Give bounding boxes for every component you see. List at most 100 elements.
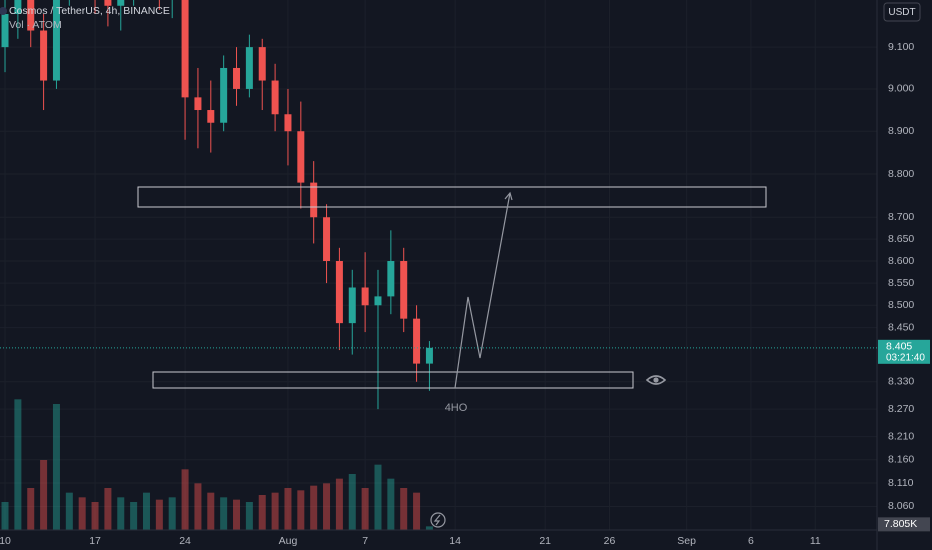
volume-bar	[374, 464, 382, 530]
lightning-icon[interactable]	[430, 512, 446, 528]
volume-bar	[323, 483, 331, 530]
y-tick-label: 9.100	[888, 41, 914, 53]
y-tick-label: 8.650	[888, 233, 914, 245]
y-tick-label: 8.210	[888, 430, 914, 442]
candle-body	[361, 287, 369, 306]
candle-body	[258, 47, 266, 81]
candle-body	[27, 0, 35, 31]
x-tick-label: Sep	[677, 535, 696, 547]
candle-body	[194, 97, 202, 111]
volume-bar	[348, 474, 356, 530]
y-tick-label: 8.060	[888, 500, 914, 512]
volume-bar	[258, 495, 266, 530]
candle-body	[1, 13, 9, 48]
y-tick-label: 8.330	[888, 376, 914, 388]
volume-bar	[220, 497, 228, 530]
volume-bar	[27, 488, 35, 530]
candle-body	[117, 0, 125, 6]
volume-bar	[361, 488, 369, 530]
candle-body	[413, 318, 421, 364]
volume-bar	[284, 488, 292, 530]
x-tick-label: 7	[362, 535, 368, 547]
x-tick-label: 17	[89, 535, 101, 547]
x-tick-label: 21	[539, 535, 551, 547]
volume-bar	[40, 460, 48, 530]
x-tick-label: 26	[604, 535, 616, 547]
annotation: 4HO	[445, 402, 468, 414]
candle-body	[310, 182, 318, 218]
candle-body	[297, 131, 305, 183]
last-price-label: 8.405	[886, 341, 912, 353]
volume-bar	[413, 492, 421, 530]
zone-box[interactable]	[152, 371, 634, 389]
candle-body	[14, 0, 22, 14]
volume-bar	[142, 492, 150, 530]
x-tick-label: 11	[810, 535, 821, 547]
y-tick-label: 8.800	[888, 168, 914, 180]
candle-body	[387, 261, 395, 297]
y-tick-label: 8.550	[888, 277, 914, 289]
candle-body	[400, 261, 408, 319]
y-tick-label: 8.900	[888, 125, 914, 137]
chart-title[interactable]: Cosmos / TetherUS, 4h, BINANCE	[9, 5, 170, 17]
candle-body	[220, 67, 228, 123]
x-tick-label: 14	[449, 535, 461, 547]
y-tick-label: 8.110	[888, 477, 914, 489]
eye-icon[interactable]	[645, 375, 667, 385]
candle-body	[40, 30, 48, 81]
candle-body	[374, 296, 382, 306]
candle-body	[245, 47, 253, 89]
x-tick-label: 10	[0, 535, 11, 547]
volume-bar	[310, 485, 318, 530]
volume-bar	[400, 488, 408, 530]
volume-badge	[878, 517, 930, 532]
volume-legend[interactable]: Vol · ATOM	[9, 19, 62, 31]
candle-body	[233, 67, 241, 89]
volume-bar	[155, 499, 163, 530]
volume-bar	[1, 502, 9, 530]
volume-bar	[52, 404, 60, 530]
volume-bar	[168, 497, 176, 530]
volume-bar	[130, 502, 138, 530]
candle-body	[335, 261, 343, 324]
currency-label: USDT	[888, 7, 915, 18]
volume-bar	[181, 469, 189, 530]
zone-box[interactable]	[137, 186, 767, 208]
y-tick-label: 8.450	[888, 321, 914, 333]
x-tick-label: 6	[748, 535, 754, 547]
candle-body	[52, 0, 60, 81]
volume-bar	[233, 499, 241, 530]
y-tick-label: 8.600	[888, 255, 914, 267]
volume-bar	[91, 502, 99, 530]
y-tick-label: 8.160	[888, 454, 914, 466]
volume-bar	[245, 502, 253, 530]
volume-bar	[271, 492, 279, 530]
volume-label: 7.805K	[884, 518, 917, 530]
candle-body	[104, 0, 112, 6]
y-tick-label: 9.000	[888, 83, 914, 95]
currency-button[interactable]	[883, 2, 921, 22]
path-arrow[interactable]	[454, 192, 511, 389]
volume-bar	[65, 492, 73, 530]
volume-bar	[387, 478, 395, 530]
volume-bar	[14, 399, 22, 530]
symbol-icon	[0, 7, 7, 15]
volume-bar	[207, 492, 215, 530]
volume-bar	[335, 478, 343, 530]
x-tick-label: 24	[179, 535, 191, 547]
volume-bar	[117, 497, 125, 530]
arrow-head	[504, 191, 513, 201]
candle-body	[348, 287, 356, 324]
candle-body	[425, 347, 433, 364]
last-price-badge	[878, 339, 930, 364]
y-tick-label: 8.700	[888, 211, 914, 223]
volume-bar	[425, 526, 433, 530]
countdown-label: 03:21:40	[886, 352, 925, 363]
volume-bar	[297, 490, 305, 530]
x-tick-label: Aug	[279, 535, 298, 547]
candle-body	[271, 80, 279, 115]
y-tick-label: 8.270	[888, 403, 914, 415]
candle-body	[323, 217, 331, 262]
candle-body	[207, 110, 215, 123]
